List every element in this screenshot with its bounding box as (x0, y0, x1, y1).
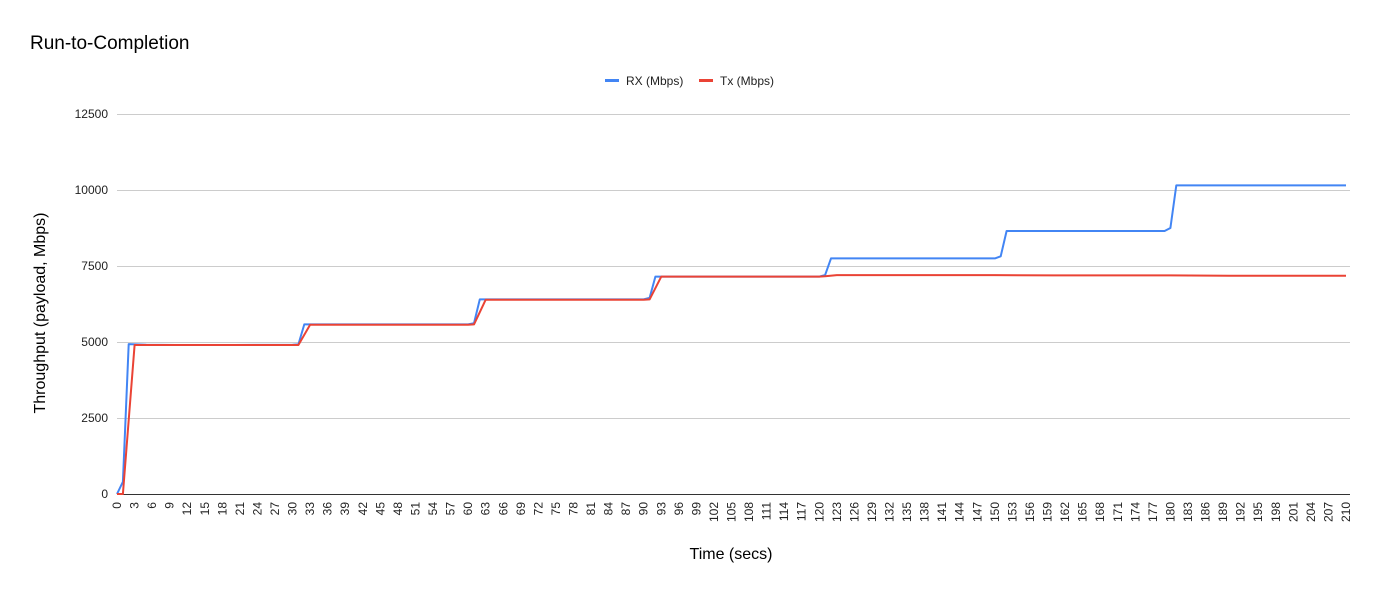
x-tick-label: 72 (531, 502, 545, 516)
x-tick-label: 12 (180, 502, 194, 516)
x-tick-label: 168 (1093, 502, 1107, 522)
chart-title: Run-to-Completion (30, 33, 189, 54)
x-tick-label: 36 (321, 502, 335, 516)
x-tick-label: 162 (1058, 502, 1072, 522)
x-tick-label: 81 (584, 502, 598, 516)
y-tick-label: 10000 (75, 183, 109, 197)
x-tick-label: 108 (742, 502, 756, 522)
x-tick-label: 21 (233, 502, 247, 516)
x-tick-label: 105 (725, 502, 739, 522)
x-tick-label: 27 (268, 502, 282, 516)
x-tick-label: 45 (373, 502, 387, 516)
x-tick-label: 63 (479, 502, 493, 516)
x-tick-label: 189 (1216, 502, 1230, 522)
y-tick-label: 5000 (81, 335, 108, 349)
x-tick-label: 120 (812, 502, 826, 522)
x-axis-title: Time (secs) (690, 546, 773, 563)
y-tick-label: 2500 (81, 411, 108, 425)
x-tick-label: 102 (707, 502, 721, 522)
x-tick-label: 54 (426, 502, 440, 516)
x-tick-label: 78 (566, 502, 580, 516)
x-tick-label: 201 (1286, 502, 1300, 522)
x-tick-label: 24 (250, 502, 264, 516)
x-tick-label: 135 (900, 502, 914, 522)
x-tick-label: 141 (935, 502, 949, 522)
x-tick-label: 180 (1163, 502, 1177, 522)
x-tick-label: 144 (953, 502, 967, 522)
x-tick-label: 177 (1146, 502, 1160, 522)
x-tick-label: 33 (303, 502, 317, 516)
x-tick-label: 153 (1005, 502, 1019, 522)
x-tick-label: 147 (970, 502, 984, 522)
x-tick-label: 99 (689, 502, 703, 516)
x-tick-label: 183 (1181, 502, 1195, 522)
x-tick-label: 75 (549, 502, 563, 516)
x-tick-label: 87 (619, 502, 633, 516)
x-tick-label: 204 (1304, 502, 1318, 522)
x-tick-label: 117 (795, 502, 809, 521)
y-tick-label: 12500 (75, 107, 109, 121)
x-tick-label: 195 (1251, 502, 1265, 522)
x-tick-label: 18 (215, 502, 229, 516)
x-tick-label: 3 (128, 502, 142, 509)
x-tick-label: 69 (514, 502, 528, 516)
x-tick-label: 165 (1076, 502, 1090, 522)
y-tick-label: 0 (101, 487, 108, 501)
x-tick-label: 207 (1321, 502, 1335, 522)
x-tick-label: 138 (918, 502, 932, 522)
x-tick-label: 57 (444, 502, 458, 516)
series-lines (116, 184, 1346, 495)
x-tick-label: 93 (654, 502, 668, 516)
x-tick-label: 39 (338, 502, 352, 516)
x-tick-label: 198 (1269, 502, 1283, 522)
x-tick-label: 42 (356, 502, 370, 516)
x-tick-label: 210 (1339, 502, 1353, 522)
legend-label: Tx (Mbps) (720, 74, 774, 88)
x-tick-label: 15 (198, 502, 212, 516)
x-tick-label: 60 (461, 502, 475, 516)
x-tick-labels: 0 3 6 9 12 15 18 21 24 27 30 33 36 39 42 45 48 51 54 57 60 63… (110, 502, 1353, 522)
x-tick-label: 0 (110, 502, 124, 509)
x-tick-label: 129 (865, 502, 879, 522)
x-tick-label: 132 (883, 502, 897, 522)
x-tick-label: 174 (1128, 502, 1142, 522)
x-tick-label: 123 (830, 502, 844, 522)
series-line-tx (117, 274, 1346, 495)
x-tick-label: 90 (637, 502, 651, 516)
x-tick-label: 126 (847, 502, 861, 522)
x-tick-label: 150 (988, 502, 1002, 522)
y-tick-label: 7500 (81, 259, 108, 273)
x-tick-label: 96 (672, 502, 686, 516)
x-tick-label: 111 (760, 502, 774, 521)
x-tick-label: 186 (1199, 502, 1213, 522)
x-tick-label: 48 (391, 502, 405, 516)
y-tick-labels: 0 2500 5000 7500 10000 12500 (75, 107, 109, 501)
x-tick-label: 171 (1111, 502, 1125, 522)
x-tick-label: 51 (408, 502, 422, 516)
x-tick-label: 114 (777, 502, 791, 521)
x-tick-label: 159 (1041, 502, 1055, 522)
legend: RX (Mbps) Tx (Mbps) (605, 74, 774, 88)
x-tick-label: 156 (1023, 502, 1037, 522)
y-axis-title: Throughput (payload, Mbps) (32, 213, 49, 414)
x-tick-label: 30 (286, 502, 300, 516)
x-tick-label: 6 (145, 502, 159, 509)
x-tick-label: 84 (602, 502, 616, 516)
x-tick-label: 66 (496, 502, 510, 516)
legend-label: RX (Mbps) (626, 74, 683, 88)
x-tick-label: 192 (1234, 502, 1248, 522)
x-tick-label: 9 (163, 502, 177, 509)
gridlines (117, 114, 1350, 495)
